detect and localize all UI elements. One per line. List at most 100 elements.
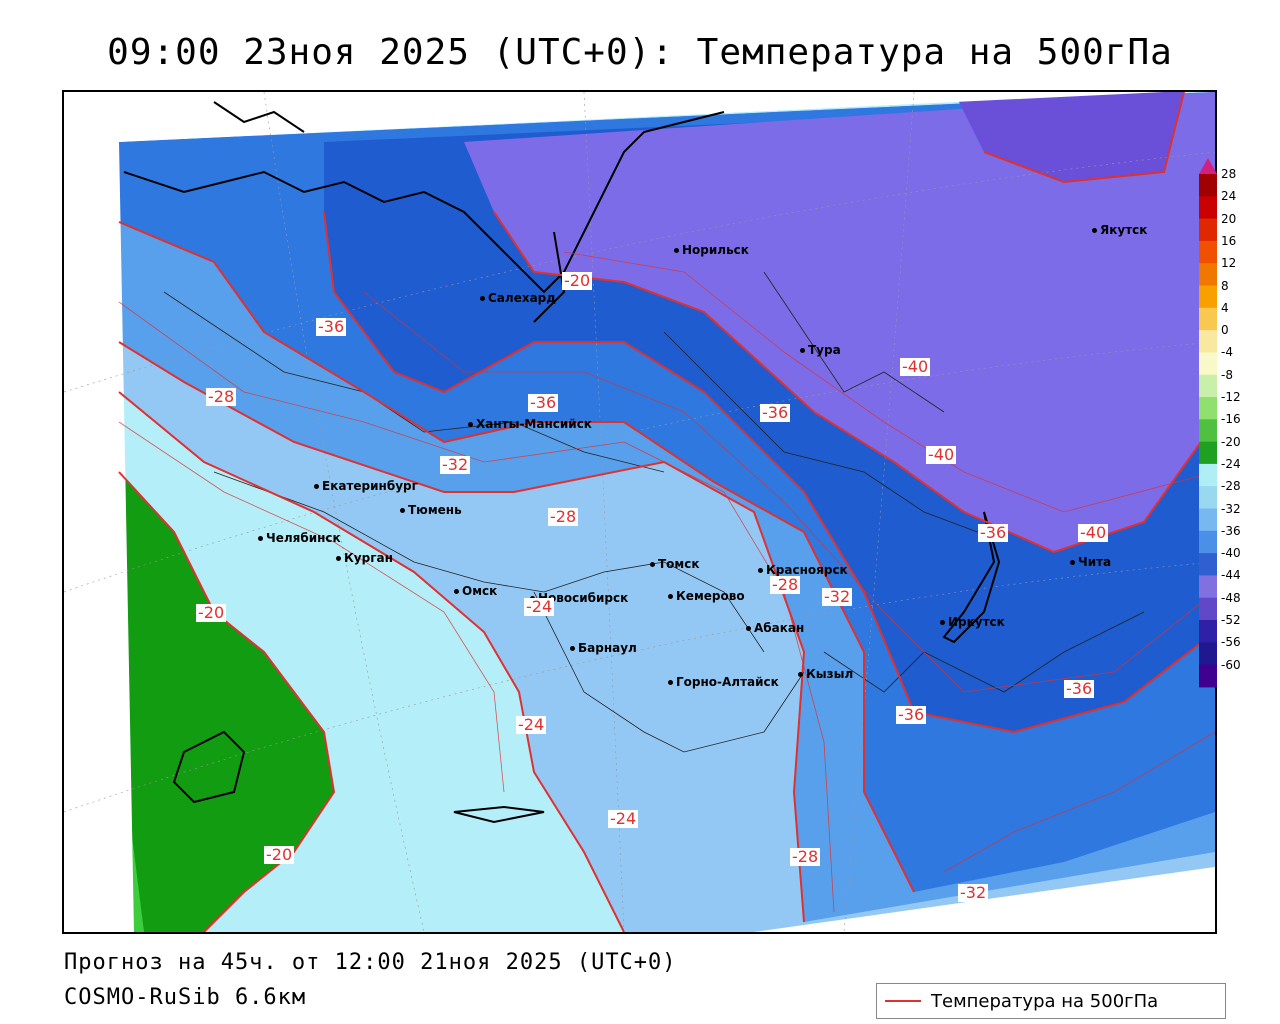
colorbar-swatch [1199,664,1217,688]
colorbar-swatch [1199,307,1217,331]
city-dot-icon [650,562,655,567]
colorbar-arrow-top-icon [1199,158,1217,174]
colorbar-tick-label: -60 [1221,657,1241,672]
city-dot-icon [1092,228,1097,233]
admin-boundaries [163,271,1145,753]
colorbar-swatch [1199,419,1217,443]
colorbar-tick-label: -16 [1221,412,1241,427]
contour-label: -20 [196,603,227,622]
colorbar-swatch [1199,240,1217,264]
city-dot-icon [468,422,473,427]
city-chelyabinsk[interactable]: Челябинск [258,532,341,544]
field-minus44-to-minus48 [954,92,1184,182]
forecast-info: Прогноз на 45ч. от 12:00 21ноя 2025 (UTC… [64,950,677,975]
colorbar-tick-label: -56 [1221,635,1241,650]
contour-label: -32 [440,455,471,474]
city-yakutsk[interactable]: Якутск [1092,224,1147,236]
city-dot-icon [758,568,763,573]
city-yekaterinburg[interactable]: Екатеринбург [314,480,418,492]
colorbar-swatch [1199,530,1217,554]
city-kemerovo[interactable]: Кемерово [668,590,745,602]
city-abakan[interactable]: Абакан [746,622,804,634]
temperature-map[interactable]: Норильск Якутск Салехард Тура Ханты-Манс… [62,90,1217,934]
contour-label: -32 [958,883,989,902]
city-dot-icon [258,536,263,541]
city-gorno-altaysk[interactable]: Горно-Алтайск [668,676,779,688]
colorbar-tick-label: 20 [1221,211,1237,226]
colorbar-swatch [1199,352,1217,376]
colorbar-swatches [1199,158,1217,688]
city-krasnoyarsk[interactable]: Красноярск [758,564,848,576]
map-legend: Температура на 500гПа [876,983,1226,1019]
city-dot-icon [746,626,751,631]
map-canvas [64,92,1215,932]
city-salekhard[interactable]: Салехард [480,292,556,304]
colorbar-swatch [1199,374,1217,398]
city-tomsk[interactable]: Томск [650,558,700,570]
colorbar-tick-label: -40 [1221,546,1241,561]
city-dot-icon [798,672,803,677]
contour-label: -36 [978,523,1009,542]
city-irkutsk[interactable]: Иркутск [940,616,1005,628]
graticule [64,92,1215,932]
contour-label: -36 [896,705,927,724]
colorbar-swatch [1199,196,1217,220]
colorbar-tick-label: -48 [1221,590,1241,605]
legend-line-icon [885,1000,921,1002]
city-tura[interactable]: Тура [800,344,841,356]
colorbar-tick-label: -32 [1221,501,1241,516]
city-barnaul[interactable]: Барнаул [570,642,637,654]
colorbar-tick-label: 12 [1221,256,1237,271]
contour-label: -36 [528,393,559,412]
colorbar-swatch [1199,508,1217,532]
colorbar-swatch [1199,463,1217,487]
colorbar-swatch [1199,441,1217,465]
colorbar-tick-label: 8 [1221,278,1229,293]
contour-label: -28 [790,847,821,866]
model-name: COSMO-RuSib 6.6км [64,985,307,1010]
coastlines [123,101,1001,824]
city-dot-icon [314,484,319,489]
city-dot-icon [668,680,673,685]
field-minus40-to-minus44 [464,92,1215,552]
colorbar-tick-label: -52 [1221,613,1241,627]
colorbar-swatch [1199,174,1217,197]
colorbar-tick-label: -12 [1221,390,1241,404]
city-chita[interactable]: Чита [1070,556,1111,568]
city-dot-icon [800,348,805,353]
colorbar-tick-label: -4 [1221,345,1233,360]
outside-domain-left [64,92,134,932]
colorbar-tick-label: -36 [1221,523,1241,538]
colorbar-swatch [1199,263,1217,286]
contour-label: -20 [264,845,295,864]
colorbar-swatch [1199,642,1217,666]
contour-label: -28 [548,507,579,526]
contours-minor [118,251,1215,913]
city-khanty-mansiysk[interactable]: Ханты-Мансийск [468,418,592,430]
legend-label: Температура на 500гПа [931,990,1159,1012]
colorbar-swatch [1199,397,1217,420]
city-omsk[interactable]: Омск [454,585,497,597]
colorbar-tick-label: 28 [1221,167,1237,181]
contour-label: -20 [562,271,593,290]
city-kyzyl[interactable]: Кызыл [798,668,853,680]
colorbar-tick-label: -44 [1221,568,1241,583]
colorbar-tick-label: 16 [1221,233,1237,248]
map-title: 09:00 23ноя 2025 (UTC+0): Температура на… [107,32,1173,73]
colorbar-swatch [1199,575,1217,599]
city-dot-icon [570,646,575,651]
city-dot-icon [454,589,459,594]
colorbar-swatch [1199,285,1217,309]
colorbar-swatch [1199,597,1217,621]
city-norilsk[interactable]: Норильск [674,244,749,256]
contour-label: -40 [926,445,957,464]
city-tyumen[interactable]: Тюмень [400,504,462,516]
outside-domain-top [64,92,1215,142]
field-minus16-to-minus20-dark [119,472,334,932]
contour-label: -24 [524,597,555,616]
colorbar-tick-label: 24 [1221,189,1237,204]
contour-label: -24 [516,715,547,734]
colorbar-tick-label: -8 [1221,367,1233,382]
city-dot-icon [940,620,945,625]
city-kurgan[interactable]: Курган [336,552,393,564]
